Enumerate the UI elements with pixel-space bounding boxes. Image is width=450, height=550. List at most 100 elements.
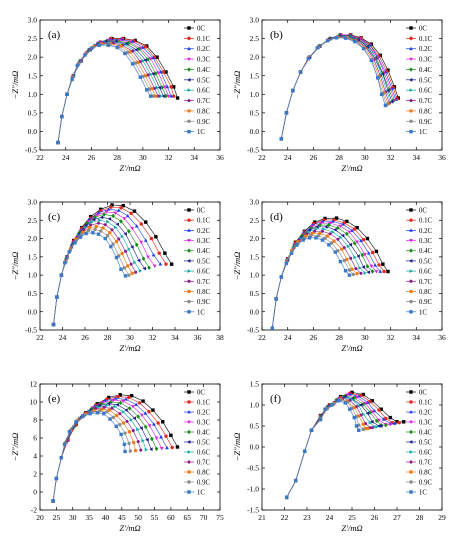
data-point xyxy=(320,238,325,242)
data-point xyxy=(379,92,384,96)
data-point xyxy=(123,42,127,47)
legend-label: 0.8C xyxy=(419,470,432,477)
series-line xyxy=(280,36,389,139)
data-point xyxy=(133,260,137,265)
legend-label: 0.5C xyxy=(197,77,210,84)
data-point xyxy=(136,440,140,444)
data-point xyxy=(147,410,151,414)
y-tick-label: 8 xyxy=(33,416,37,425)
x-axis-label: Z′/mΩ xyxy=(341,343,362,353)
series-line xyxy=(286,396,382,498)
data-point xyxy=(361,412,366,417)
data-point xyxy=(107,395,111,400)
legend-label: 0.3C xyxy=(419,420,432,427)
data-point xyxy=(132,416,136,421)
data-point xyxy=(110,203,114,207)
data-point xyxy=(77,230,82,235)
data-point xyxy=(318,418,323,422)
x-tick-label: 75 xyxy=(216,513,224,522)
x-tick-label: 24 xyxy=(284,153,292,162)
data-point xyxy=(96,232,101,236)
data-point xyxy=(153,71,158,76)
legend-marker xyxy=(409,208,413,212)
y-tick-label: 2.5 xyxy=(250,216,260,225)
legend-marker xyxy=(187,450,192,454)
data-point xyxy=(121,203,125,208)
data-point xyxy=(326,222,331,228)
series-0.8C xyxy=(51,407,138,503)
data-point xyxy=(143,74,148,78)
data-point xyxy=(74,420,78,424)
x-tick-label: 27 xyxy=(393,513,401,522)
data-point xyxy=(106,219,110,224)
data-point xyxy=(139,240,144,245)
data-point xyxy=(88,412,92,416)
data-point xyxy=(377,263,381,267)
data-point xyxy=(319,221,324,226)
y-tick-label: 3.0 xyxy=(28,198,38,207)
data-point xyxy=(124,408,128,412)
data-point xyxy=(114,424,118,428)
data-point xyxy=(152,422,156,426)
data-point xyxy=(141,256,146,261)
series-0.6C xyxy=(279,34,393,141)
data-point xyxy=(150,436,154,442)
data-point xyxy=(97,43,101,47)
data-point xyxy=(78,235,83,239)
y-tick-label: 2.0 xyxy=(250,234,260,243)
legend-label: 0.1C xyxy=(197,400,210,407)
legend-label: 0.1C xyxy=(419,218,432,225)
data-point xyxy=(86,228,91,233)
legend-label: 0.6C xyxy=(419,88,432,95)
data-point xyxy=(157,251,161,255)
data-point xyxy=(94,224,98,229)
legend-label: 0.3C xyxy=(197,238,210,245)
data-point xyxy=(381,417,386,421)
data-point xyxy=(374,249,379,254)
y-tick-label: -1.5 xyxy=(247,506,259,515)
data-point xyxy=(91,217,96,222)
legend-marker xyxy=(186,77,191,82)
data-point xyxy=(295,243,299,247)
data-point xyxy=(352,39,357,44)
data-point xyxy=(172,85,176,89)
panel-a: 22 24 26 28 30 32 34 36 -0.5 0.0 0.5 1.0 1.5 2.0 2.5 3.… xyxy=(10,16,224,173)
legend-label: 0.1C xyxy=(419,400,432,407)
data-point xyxy=(141,399,145,403)
data-point xyxy=(111,242,115,246)
data-point xyxy=(378,269,383,273)
data-point xyxy=(310,225,315,229)
data-point xyxy=(159,94,163,99)
data-point xyxy=(141,74,145,79)
data-point xyxy=(379,424,383,428)
data-point xyxy=(169,85,173,89)
series-line xyxy=(57,39,172,143)
data-point xyxy=(138,75,142,79)
data-point xyxy=(359,393,363,398)
data-point xyxy=(306,56,310,61)
series-line xyxy=(286,392,404,498)
data-point xyxy=(118,400,123,406)
data-point xyxy=(309,428,314,432)
x-tick-label: 55 xyxy=(151,513,159,522)
y-tick-label: 0.0 xyxy=(250,127,260,136)
data-point xyxy=(51,499,55,503)
legend-marker xyxy=(187,88,192,93)
data-point xyxy=(83,53,87,57)
y-axis-label: −Z″/mΩ xyxy=(232,433,242,462)
legend-marker xyxy=(409,390,413,394)
data-point xyxy=(96,405,100,410)
series-0.6C xyxy=(270,227,367,331)
x-tick-label: 28 xyxy=(416,513,424,522)
x-tick-label: 30 xyxy=(361,153,369,162)
legend-marker xyxy=(187,400,191,404)
x-tick-label: 23 xyxy=(303,513,311,522)
data-point xyxy=(93,214,97,220)
data-point xyxy=(160,85,165,90)
series-1C xyxy=(270,236,352,330)
data-point xyxy=(134,242,139,247)
data-point xyxy=(392,421,397,425)
data-point xyxy=(115,402,119,407)
legend-marker xyxy=(187,409,191,414)
data-point xyxy=(159,435,163,439)
